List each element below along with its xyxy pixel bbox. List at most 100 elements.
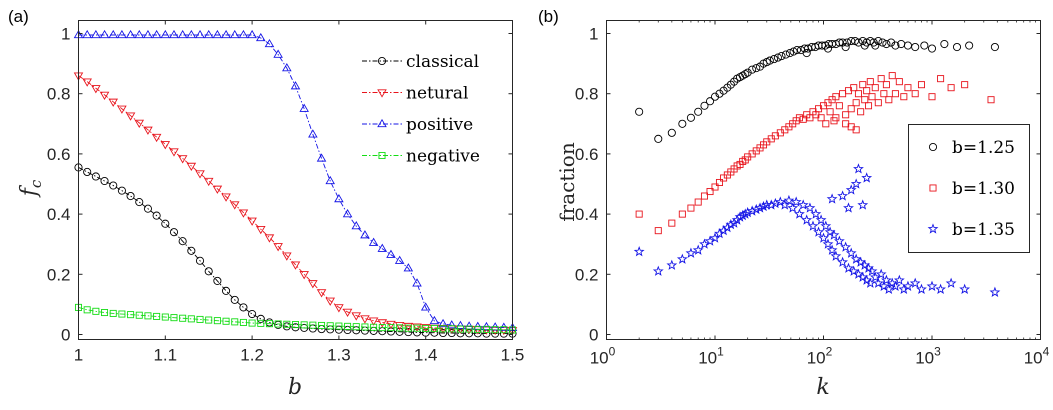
point-netural-3 [99,91,110,101]
point-positive-12 [177,29,188,39]
point-negative-30 [335,322,343,330]
point-netural-15 [203,177,214,187]
point-positive-28 [316,153,327,162]
point-negative-8 [144,312,152,320]
point-negative-24 [283,320,291,328]
point-positive-17 [221,29,231,39]
point-classical-44 [456,329,465,338]
point-negative-34 [370,323,378,331]
point-b=1.35-65 [880,274,892,285]
point-positive-14 [195,29,205,39]
point-b=1.35-35 [807,220,819,231]
point-b=1.35-36 [810,208,822,219]
point-b=1.35-34 [804,202,816,213]
point-b=1.25-47 [850,36,860,46]
point-b=1.35-51 [848,265,860,276]
point-b=1.35-70 [898,283,910,294]
x-tick-label: 1.5 [501,346,525,365]
point-b=1.30-50 [847,105,855,113]
point-netural-1 [82,78,92,87]
point-negative-35 [378,324,386,332]
x-tick-exponent: 1 [717,345,724,359]
point-b=1.25-7 [705,97,715,106]
point-b=1.35-4 [685,247,697,258]
point-positive-41 [429,315,440,325]
point-positive-15 [203,29,214,39]
point-netural-22 [264,234,275,243]
point-positive-10 [160,29,171,39]
point-netural-31 [342,308,353,318]
point-b=1.30-81 [847,123,855,131]
point-b=1.30-70 [900,93,908,101]
point-b=1.35-45 [830,250,842,261]
point-b=1.25-2 [667,128,676,137]
point-b=1.35-73 [916,283,927,294]
legend-marker-b=1.25 [928,142,938,152]
x-tick-base: 10 [915,349,934,368]
x-tick-label: 1.4 [414,346,438,365]
x-tick-label: 102 [807,345,833,368]
point-b=1.35-10 [718,224,730,236]
point-b=1.35-66 [883,283,895,294]
point-negative-40 [422,324,430,332]
point-negative-18 [231,318,239,326]
y-tick-label: 0.6 [47,145,71,164]
x-tick-label: 101 [698,345,724,368]
point-b=1.30-42 [826,108,834,116]
point-classical-12 [178,237,187,246]
point-classical-6 [126,191,135,201]
point-positive-3 [99,29,110,39]
point-classical-19 [239,303,248,312]
point-netural-6 [125,112,136,121]
point-positive-20 [247,29,257,39]
point-b=1.25-17 [741,70,750,79]
point-b=1.35-27 [779,199,791,210]
point-negative-27 [309,321,317,329]
point-negative-48 [491,326,499,334]
point-b=1.30-63 [877,75,885,83]
point-netural-23 [273,243,283,252]
point-b=1.35-76 [945,277,957,288]
point-positive-37 [394,255,405,264]
point-netural-35 [377,319,388,328]
point-negative-38 [404,324,412,332]
point-netural-7 [134,119,145,128]
y-tick-label: 0.2 [575,265,599,284]
x-tick-label: 100 [590,345,616,368]
point-b=1.35-71 [902,280,914,291]
point-b=1.25-8 [710,92,720,101]
legend-label-positive: positive [406,115,473,135]
point-b=1.25-49 [858,36,867,46]
point-b=1.30-51 [850,84,858,92]
point-negative-23 [274,320,282,328]
point-netural-19 [238,209,249,218]
point-negative-3 [101,309,109,317]
point-b=1.25-19 [748,65,757,74]
panel-a-y-label: fc [17,179,45,198]
point-classical-38 [404,328,413,337]
legend-label-b=1.30: b=1.30 [952,179,1015,199]
point-netural-40 [420,324,431,333]
legend-marker-negative [378,151,386,160]
point-b=1.35-31 [794,208,805,219]
x-tick-base: 10 [698,349,717,368]
point-b=1.35-12 [725,218,737,230]
point-classical-2 [91,172,100,181]
point-classical-8 [143,204,152,213]
point-negative-17 [222,317,230,325]
x-tick-exponent: 4 [1043,345,1050,359]
point-b=1.25-45 [843,38,852,47]
point-b=1.35-40 [820,220,832,231]
legend-label-classical: classical [406,52,479,72]
point-b=1.30-6 [700,192,708,200]
point-b=1.30-52 [852,99,860,107]
point-negative-10 [161,313,169,321]
point-negative-16 [213,317,221,325]
point-b=1.35-86 [843,202,854,213]
point-b=1.30-69 [895,78,903,86]
point-classical-21 [256,314,265,323]
point-b=1.35-2 [666,259,678,270]
point-netural-14 [195,170,205,179]
point-b=1.35-30 [790,196,802,207]
